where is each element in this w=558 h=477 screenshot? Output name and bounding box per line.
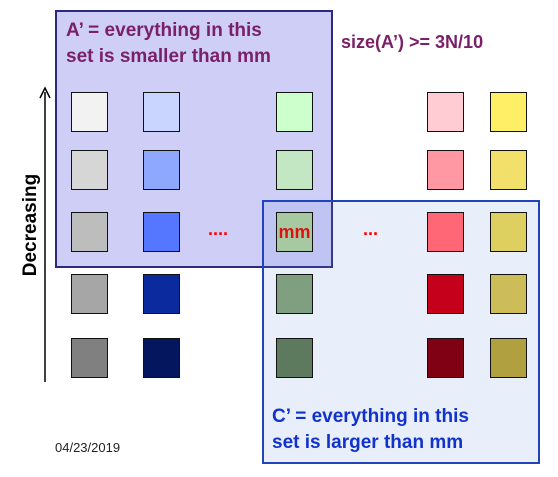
set-a-caption-line2: set is smaller than mm xyxy=(66,46,271,67)
square-yellow-4 xyxy=(490,274,527,314)
square-red-2 xyxy=(427,150,464,190)
square-gray-2 xyxy=(71,150,108,190)
median-square-mm: mm xyxy=(276,212,313,252)
square-gray-1 xyxy=(71,92,108,132)
square-gray-5 xyxy=(71,338,108,378)
square-green-2 xyxy=(276,150,313,190)
median-label: mm xyxy=(278,221,311,242)
footer-date: 04/23/2019 xyxy=(55,440,121,455)
set-a-caption: A’ = everything in this set is smaller t… xyxy=(66,18,271,70)
square-blue-3 xyxy=(143,212,180,252)
decreasing-label: Decreasing xyxy=(20,173,41,277)
set-c-caption-line1: C’ = everything in this xyxy=(272,406,469,427)
ellipsis-right: ... xyxy=(363,219,379,239)
square-blue-5 xyxy=(143,338,180,378)
ellipsis-left: .... xyxy=(208,219,229,239)
square-gray-4 xyxy=(71,274,108,314)
square-green-4 xyxy=(276,274,313,314)
square-yellow-5 xyxy=(490,338,527,378)
set-c-caption-line2: set is larger than mm xyxy=(272,432,464,453)
square-green-1 xyxy=(276,92,313,132)
decreasing-arrow-icon xyxy=(39,86,51,382)
square-red-3 xyxy=(427,212,464,252)
square-blue-1 xyxy=(143,92,180,132)
size-condition-label: size(A’) >= 3N/10 xyxy=(341,32,484,52)
square-blue-2 xyxy=(143,150,180,190)
set-a-caption-line1: A’ = everything in this xyxy=(66,20,262,41)
square-red-5 xyxy=(427,338,464,378)
square-green-5 xyxy=(276,338,313,378)
square-red-1 xyxy=(427,92,464,132)
square-red-4 xyxy=(427,274,464,314)
square-yellow-3 xyxy=(490,212,527,252)
square-gray-3 xyxy=(71,212,108,252)
square-yellow-1 xyxy=(490,92,527,132)
square-blue-4 xyxy=(143,274,180,314)
square-yellow-2 xyxy=(490,150,527,190)
set-c-caption: C’ = everything in this set is larger th… xyxy=(272,404,469,456)
